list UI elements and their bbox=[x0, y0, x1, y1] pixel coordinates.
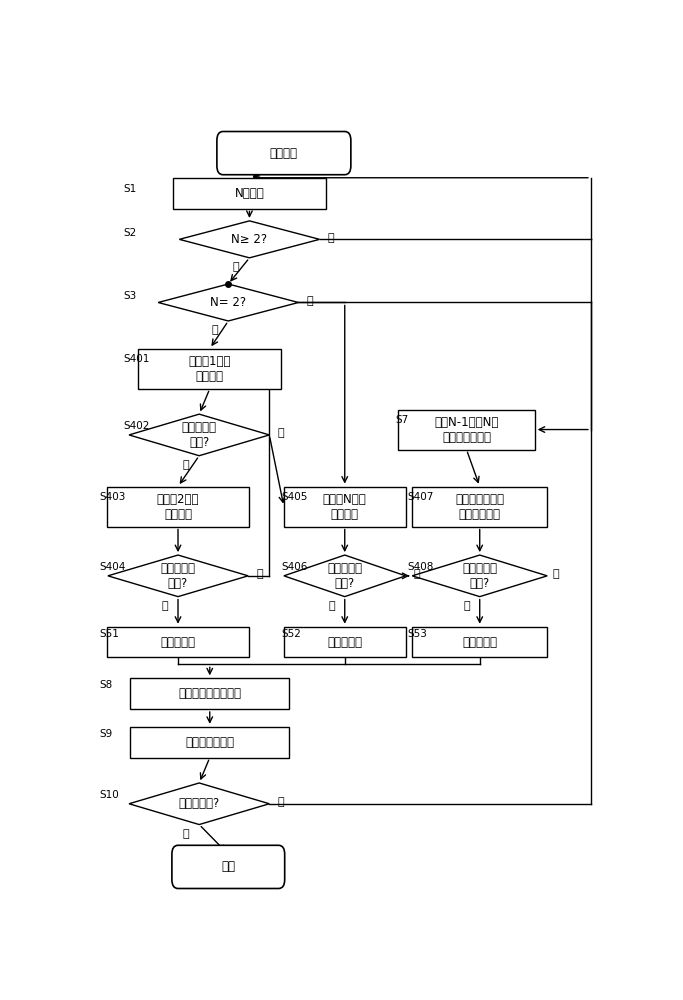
Text: 否: 否 bbox=[256, 569, 263, 579]
FancyBboxPatch shape bbox=[172, 845, 285, 888]
Text: 否: 否 bbox=[414, 569, 420, 579]
Text: 是: 是 bbox=[329, 601, 335, 611]
Text: 最后的图像?: 最后的图像? bbox=[178, 797, 220, 810]
Text: 组分配处理: 组分配处理 bbox=[327, 636, 362, 649]
Text: 否: 否 bbox=[307, 296, 313, 306]
Text: 组分配处理: 组分配处理 bbox=[161, 636, 195, 649]
Text: 对第N-1、第N帧
进行比较暗合成: 对第N-1、第N帧 进行比较暗合成 bbox=[434, 416, 499, 444]
Text: 合成图像的制作: 合成图像的制作 bbox=[185, 736, 234, 749]
Text: S402: S402 bbox=[124, 421, 150, 431]
Text: 是: 是 bbox=[161, 601, 168, 611]
Text: 否: 否 bbox=[277, 428, 284, 438]
Text: 是: 是 bbox=[182, 460, 189, 470]
Text: S1: S1 bbox=[124, 184, 137, 194]
Bar bbox=[138, 349, 281, 389]
Text: N= 2?: N= 2? bbox=[210, 296, 247, 309]
Text: N≥ 2?: N≥ 2? bbox=[232, 233, 268, 246]
Text: 是: 是 bbox=[212, 325, 219, 335]
Text: S405: S405 bbox=[281, 492, 307, 502]
Bar bbox=[284, 487, 406, 527]
Text: S52: S52 bbox=[281, 629, 301, 639]
Text: 最后的像素
地址?: 最后的像素 地址? bbox=[161, 562, 195, 590]
Text: 否: 否 bbox=[277, 797, 284, 807]
Polygon shape bbox=[413, 555, 547, 597]
Text: S7: S7 bbox=[395, 415, 408, 425]
Text: 结束: 结束 bbox=[221, 860, 235, 873]
Text: 否: 否 bbox=[328, 233, 334, 243]
Polygon shape bbox=[108, 555, 248, 597]
Text: S51: S51 bbox=[100, 629, 120, 639]
Text: S10: S10 bbox=[100, 790, 120, 800]
Text: 是: 是 bbox=[233, 262, 240, 272]
Bar bbox=[130, 678, 289, 709]
Text: N帧摄影: N帧摄影 bbox=[234, 187, 264, 200]
Bar bbox=[107, 487, 249, 527]
Bar bbox=[413, 487, 547, 527]
Text: S404: S404 bbox=[100, 562, 126, 572]
Bar bbox=[284, 627, 406, 657]
Bar bbox=[130, 727, 289, 758]
Text: S403: S403 bbox=[100, 492, 126, 502]
Text: S9: S9 bbox=[100, 729, 113, 739]
Text: 是: 是 bbox=[182, 829, 189, 839]
Polygon shape bbox=[284, 555, 406, 597]
Polygon shape bbox=[129, 414, 269, 456]
Text: S3: S3 bbox=[124, 291, 137, 301]
Text: 否: 否 bbox=[553, 569, 559, 579]
Text: 摄影开始: 摄影开始 bbox=[270, 147, 298, 160]
Text: 最后的像素
地址?: 最后的像素 地址? bbox=[462, 562, 497, 590]
Bar bbox=[398, 410, 535, 450]
FancyBboxPatch shape bbox=[217, 132, 351, 175]
Text: 提取第N帧的
像素地址: 提取第N帧的 像素地址 bbox=[323, 493, 367, 521]
Polygon shape bbox=[158, 284, 298, 321]
Text: 是: 是 bbox=[463, 601, 470, 611]
Text: 组分配处理: 组分配处理 bbox=[462, 636, 497, 649]
Text: S401: S401 bbox=[124, 354, 150, 364]
Text: 提取第1帧的
像素地址: 提取第1帧的 像素地址 bbox=[189, 355, 231, 383]
Polygon shape bbox=[129, 783, 269, 825]
Text: S2: S2 bbox=[124, 228, 137, 238]
Text: 最后的像素
地址?: 最后的像素 地址? bbox=[182, 421, 217, 449]
Text: S408: S408 bbox=[407, 562, 434, 572]
Bar bbox=[173, 178, 326, 209]
Bar bbox=[107, 627, 249, 657]
Text: S406: S406 bbox=[281, 562, 307, 572]
Text: S8: S8 bbox=[100, 680, 113, 690]
Text: 最后的像素
地址?: 最后的像素 地址? bbox=[327, 562, 362, 590]
Text: S53: S53 bbox=[407, 629, 427, 639]
Text: 提取第2帧的
像素地址: 提取第2帧的 像素地址 bbox=[157, 493, 199, 521]
Text: S407: S407 bbox=[407, 492, 434, 502]
Text: 轨迹分析、轨迹检测: 轨迹分析、轨迹检测 bbox=[178, 687, 241, 700]
Bar bbox=[413, 627, 547, 657]
Polygon shape bbox=[180, 221, 320, 258]
Text: 提取比较暗合成
图像像素地址: 提取比较暗合成 图像像素地址 bbox=[456, 493, 504, 521]
